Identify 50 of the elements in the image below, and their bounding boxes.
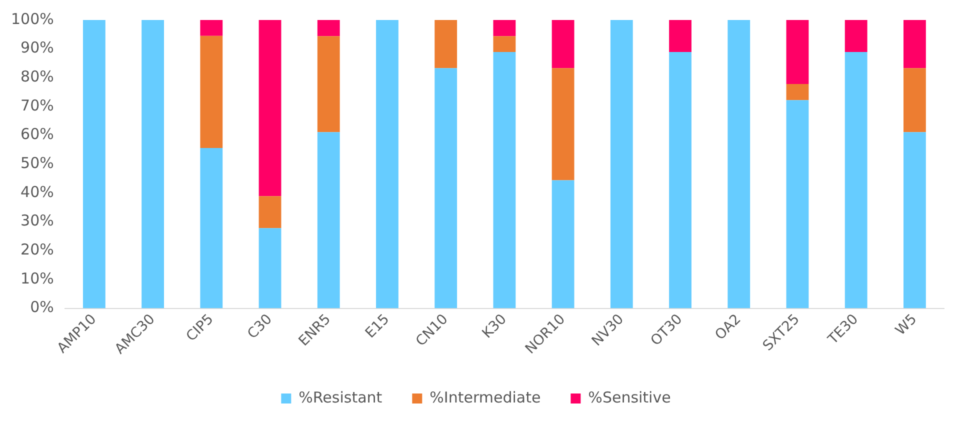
bar — [903, 132, 926, 308]
bar — [317, 36, 340, 132]
y-tick-label: 100% — [10, 10, 54, 28]
legend-label: %Intermediate — [430, 388, 541, 406]
legend-label: %Resistant — [298, 388, 382, 406]
bar — [493, 52, 516, 308]
bar — [258, 20, 282, 196]
bar — [200, 20, 223, 36]
bar — [493, 20, 516, 36]
y-tick-label: 90% — [20, 38, 54, 57]
bar — [200, 36, 223, 148]
y-tick-label: 70% — [20, 96, 54, 114]
bar — [552, 180, 574, 308]
x-tick-label: E15 — [362, 311, 393, 342]
bar — [610, 20, 633, 308]
y-tick-label: 20% — [20, 240, 54, 259]
bar — [434, 20, 458, 68]
y-tick-label: 50% — [20, 154, 54, 172]
y-tick-label: 60% — [20, 125, 54, 144]
bar — [669, 20, 692, 52]
bar — [728, 20, 750, 308]
x-tick-label: W5 — [892, 311, 920, 339]
bar — [258, 196, 282, 228]
bar — [142, 20, 164, 308]
y-tick-label: 10% — [20, 269, 54, 288]
y-tick-label: 0% — [30, 298, 54, 316]
bar — [844, 20, 868, 52]
bar — [552, 68, 574, 180]
bar — [376, 20, 398, 308]
bar — [786, 84, 809, 100]
bar — [317, 132, 340, 308]
bar — [434, 68, 458, 308]
bar — [786, 20, 809, 84]
bar — [317, 20, 340, 36]
bar — [669, 52, 692, 308]
bar — [82, 20, 106, 308]
bar — [200, 148, 223, 308]
bar — [493, 36, 516, 52]
x-tick-label: C30 — [244, 311, 276, 342]
bar — [786, 100, 809, 308]
bar — [844, 52, 868, 308]
bar — [903, 68, 926, 132]
y-tick-label: 40% — [20, 182, 54, 201]
bar — [903, 20, 926, 68]
legend-label: %Sensitive — [588, 388, 671, 406]
bar — [552, 20, 574, 68]
x-tick-label: K30 — [479, 311, 510, 342]
y-tick-label: 80% — [20, 68, 54, 86]
y-tick-label: 30% — [20, 212, 54, 230]
bar — [258, 228, 282, 308]
